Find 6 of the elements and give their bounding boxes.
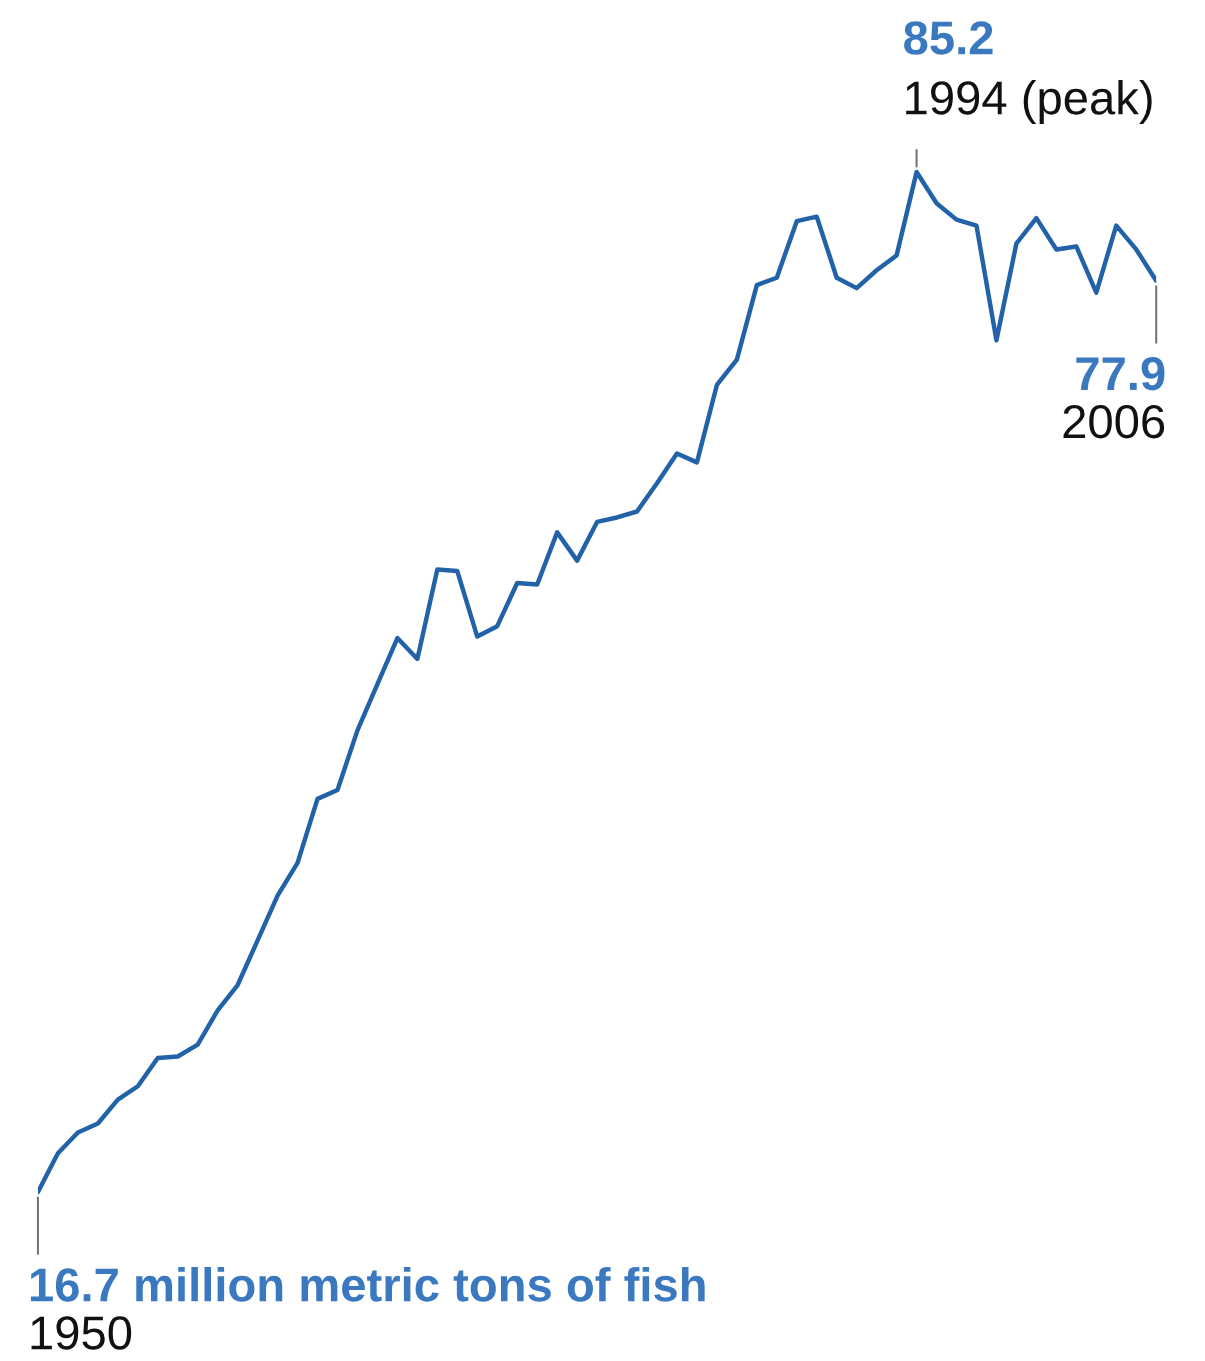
data-label: 77.9 (1076, 356, 1165, 391)
text: 1994 (peak) (906, 79, 1152, 124)
data-label: 85.2 (904, 21, 993, 55)
text: 1950 (31, 1316, 132, 1350)
data-label: 16.7 million metric tons of fish (30, 1267, 705, 1302)
annotation: 2006 (1063, 404, 1165, 439)
